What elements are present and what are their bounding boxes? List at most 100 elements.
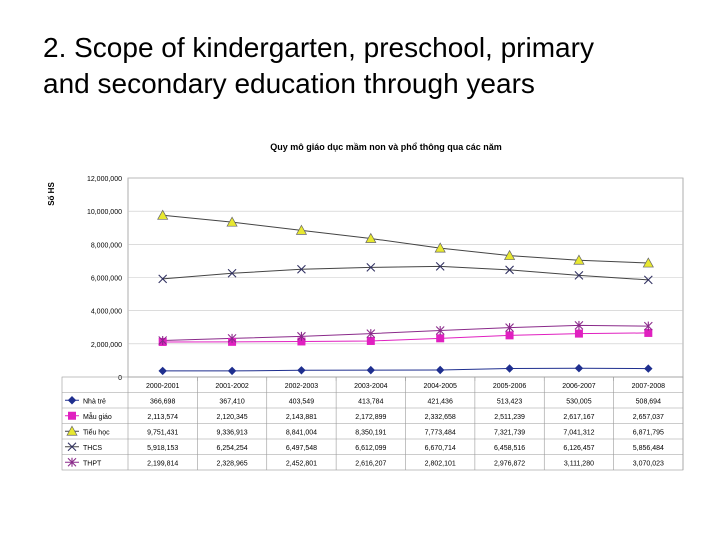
data-label: 3,070,023 [633,460,664,467]
data-label: 367,410 [219,398,244,405]
data-point [158,336,168,346]
x-tick-label: 2001-2002 [215,383,249,390]
chart-area [40,132,690,477]
y-tick-label: 2,000,000 [91,342,122,349]
data-label: 6,126,457 [563,445,594,452]
x-tick-label: 2002-2003 [285,383,319,390]
y-tick-label: 12,000,000 [87,176,122,183]
slide-title: 2. Scope of kindergarten, preschool, pri… [43,30,703,102]
data-table: 2000-2001 2001-2002 2002-2003 2003-2004 2004… [61,376,684,471]
slide-title-line-1: 2. Scope of kindergarten, preschool, pri… [43,32,594,63]
data-point [366,336,375,345]
series-lines [162,214,649,372]
data-label: 2,452,801 [286,460,317,467]
data-label: 2,172,899 [355,414,386,421]
data-label: 513,423 [497,398,522,405]
data-label: 2,511,239 [494,414,525,421]
y-axis-label: Số HS [47,182,56,206]
data-label: 5,918,153 [147,445,178,452]
data-point [366,262,376,272]
data-point [366,365,376,375]
series-line [162,332,649,343]
data-label: 6,612,099 [355,445,386,452]
x-tick-label: 2004-2005 [423,383,457,390]
legend-label: THPT [83,460,102,467]
data-point [573,254,585,265]
legend-label: Tiểu học [83,428,110,436]
data-point-stroke [67,442,77,452]
data-label: 366,698 [150,398,175,405]
data-point [158,366,167,376]
legend-label: THCS [83,445,102,452]
data-point-stroke [574,271,584,280]
data-point [505,364,514,373]
data-label: 2,143,881 [286,414,317,421]
series-line [162,367,649,372]
data-label: 5,856,484 [633,445,664,452]
data-point [505,265,514,275]
data-point [67,457,77,467]
data-point [158,274,168,284]
data-point [227,268,237,278]
slide-title-line-2: and secondary education through years [43,68,535,99]
data-point [227,333,237,343]
data-label: 421,436 [428,398,453,405]
data-label: 403,549 [289,398,314,405]
data-point [435,326,445,336]
x-tick-label: 2007-2008 [632,383,666,390]
data-point [435,365,445,375]
data-point [574,329,583,338]
data-label: 6,871,795 [633,429,664,436]
series-markers [157,209,654,376]
data-point [157,209,169,220]
chart-title: Quy mô giáo dục mầm non và phổ thông qua… [270,142,502,152]
data-label: 2,802,101 [425,460,456,467]
data-point [643,321,653,331]
data-point [226,216,238,227]
data-point-stroke [505,265,514,275]
y-tick-label: 0 [118,375,122,382]
data-label: 2,332,658 [425,414,456,421]
data-point [365,232,377,243]
series-line [162,214,649,264]
data-point-stroke [366,262,376,272]
data-label: 8,841,004 [286,429,317,436]
data-point [66,425,78,436]
data-label: 2,120,345 [216,414,247,421]
data-point [435,261,445,271]
x-tick-label: 2000-2001 [146,383,180,390]
data-point [643,275,653,285]
data-point-stroke [643,275,653,285]
data-point [295,224,308,235]
data-point [67,442,77,452]
data-label: 6,670,714 [425,445,456,452]
data-point-stroke [158,274,168,284]
data-point [297,331,306,341]
data-label: 3,111,280 [564,460,594,467]
data-point-stroke [297,264,306,274]
data-label: 7,041,312 [563,429,594,436]
series-line [162,324,649,342]
data-label: 7,773,484 [425,429,456,436]
data-label: 413,784 [358,398,383,405]
line-chart: Quy mô giáo dục mầm non và phổ thông qua… [40,132,690,477]
data-label: 2,617,167 [563,414,594,421]
y-axis-ticks: 12,000,000 10,000,000 8,000,000 6,000,000 4,… [87,176,122,382]
y-tick-label: 8,000,000 [91,242,122,249]
data-label: 2,657,037 [633,414,664,421]
y-tick-label: 10,000,000 [87,209,122,216]
data-point [505,323,514,333]
data-label: 9,336,913 [216,429,247,436]
data-point [644,364,653,373]
data-point [67,396,77,405]
x-tick-label: 2003-2004 [354,383,388,390]
legend-label: Mẫu giáo [83,412,112,421]
data-label: 2,616,207 [355,460,386,467]
data-point [574,271,584,280]
data-label: 6,254,254 [216,445,247,452]
data-point [574,320,584,330]
data-point [436,334,445,343]
data-point [297,264,306,274]
x-tick-label: 2005-2006 [493,383,527,390]
data-point [68,411,76,420]
